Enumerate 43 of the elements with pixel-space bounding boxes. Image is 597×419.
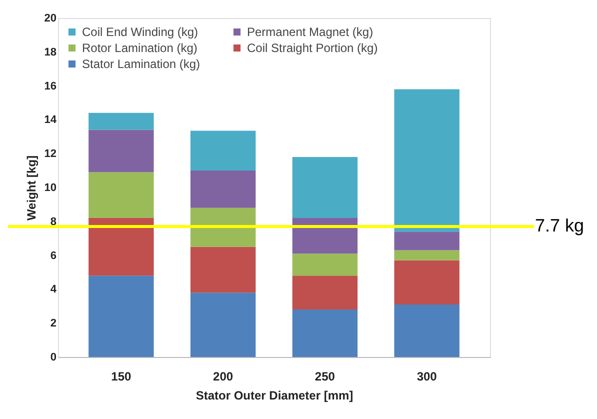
- x-tick-label: 150: [111, 370, 132, 384]
- y-tick-label: 12: [44, 148, 56, 160]
- bar: [292, 310, 358, 357]
- bar: [394, 250, 460, 260]
- y-axis-title: Weight [kg]: [24, 155, 38, 221]
- bar: [292, 254, 358, 276]
- y-tick-label: 10: [44, 182, 56, 194]
- y-tick-label: 14: [44, 114, 58, 126]
- legend-label: Coil Straight Portion (kg): [247, 41, 378, 55]
- x-tick-label: 300: [416, 370, 438, 384]
- y-tick-label: 18: [44, 46, 56, 58]
- y-tick-label: 2: [50, 318, 56, 330]
- y-tick-label: 0: [50, 352, 56, 364]
- legend-label: Stator Lamination (kg): [82, 57, 200, 71]
- y-tick-label: 8: [50, 216, 56, 228]
- bar: [88, 276, 154, 357]
- bar: [88, 172, 154, 218]
- bar: [292, 276, 358, 310]
- y-tick-label: 6: [50, 250, 56, 262]
- y-tick-label: 20: [44, 12, 56, 24]
- bar: [394, 89, 460, 232]
- x-axis-title: Stator Outer Diameter [mm]: [196, 388, 354, 402]
- bar: [190, 130, 256, 171]
- bar: [190, 246, 256, 293]
- bar: [190, 170, 256, 208]
- legend-label: Coil End Winding (kg): [82, 25, 198, 39]
- x-tick-label: 200: [213, 370, 234, 384]
- x-tick-label: 250: [314, 370, 336, 384]
- bar: [292, 218, 358, 254]
- bar: [394, 232, 460, 250]
- bar: [190, 292, 256, 357]
- legend-label: Rotor Lamination (kg): [82, 41, 198, 55]
- ref-line-label: 7.7 kg: [535, 215, 584, 236]
- bar: [394, 260, 460, 304]
- legend-label: Permanent Magnet (kg): [247, 25, 374, 39]
- y-tick-label: 4: [50, 284, 58, 296]
- bar: [292, 156, 358, 218]
- bar: [88, 112, 154, 130]
- bar: [88, 218, 154, 276]
- y-tick-label: 16: [44, 80, 56, 92]
- bar: [190, 208, 256, 247]
- bar: [394, 304, 460, 357]
- bar: [88, 130, 154, 172]
